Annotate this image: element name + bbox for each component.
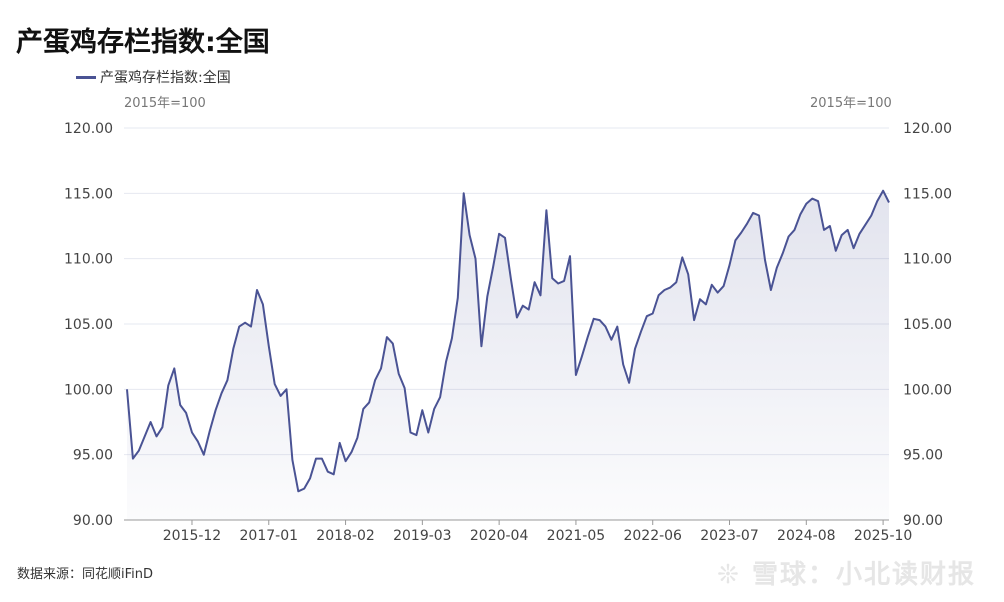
chart-title: 产蛋鸡存栏指数:全国 <box>16 27 270 58</box>
watermark-text: 雪球：小北读财报 <box>751 560 976 590</box>
y-tick-label-right: 90.00 <box>903 513 943 529</box>
series-line <box>126 189 890 493</box>
y-tick-label-left: 120.00 <box>64 121 113 137</box>
series-area <box>127 190 889 520</box>
y-tick-label-left: 105.00 <box>64 317 113 333</box>
y-tick-label-right: 110.00 <box>903 252 952 268</box>
y-tick-label-right: 120.00 <box>903 121 952 137</box>
y-tick-label-right: 95.00 <box>903 448 943 464</box>
x-tick-label: 2020-04 <box>470 528 529 544</box>
y-axis-left-unit: 2015年=100 <box>124 96 206 111</box>
legend-swatch <box>76 75 96 79</box>
legend-item[interactable]: 产蛋鸡存栏指数:全国 <box>76 67 231 87</box>
x-tick-label: 2024-08 <box>777 528 836 544</box>
x-tick-label: 2015-12 <box>163 528 222 544</box>
x-tick-label: 2022-06 <box>623 528 682 544</box>
x-tick-label: 2017-01 <box>240 528 299 544</box>
y-tick-label-left: 100.00 <box>64 382 113 398</box>
y-axis-right-unit: 2015年=100 <box>810 96 892 111</box>
data-source: 数据来源：同花顺iFinD <box>17 567 154 582</box>
y-tick-label-left: 90.00 <box>73 513 113 529</box>
x-tick-label: 2019-03 <box>393 528 452 544</box>
x-tick-label: 2018-02 <box>316 528 375 544</box>
y-tick-label-left: 95.00 <box>73 448 113 464</box>
y-tick-label-right: 115.00 <box>903 186 952 202</box>
y-tick-label-left: 110.00 <box>64 252 113 268</box>
x-tick-label: 2021-05 <box>547 528 606 544</box>
y-tick-label-right: 105.00 <box>903 317 952 333</box>
legend-label: 产蛋鸡存栏指数:全国 <box>100 70 231 86</box>
x-tick-label: 2025-10 <box>854 528 913 544</box>
watermark: ❊ 雪球：小北读财报 <box>717 560 976 590</box>
y-tick-label-right: 100.00 <box>903 382 952 398</box>
x-tick-label: 2023-07 <box>700 528 759 544</box>
y-tick-label-left: 115.00 <box>64 186 113 202</box>
